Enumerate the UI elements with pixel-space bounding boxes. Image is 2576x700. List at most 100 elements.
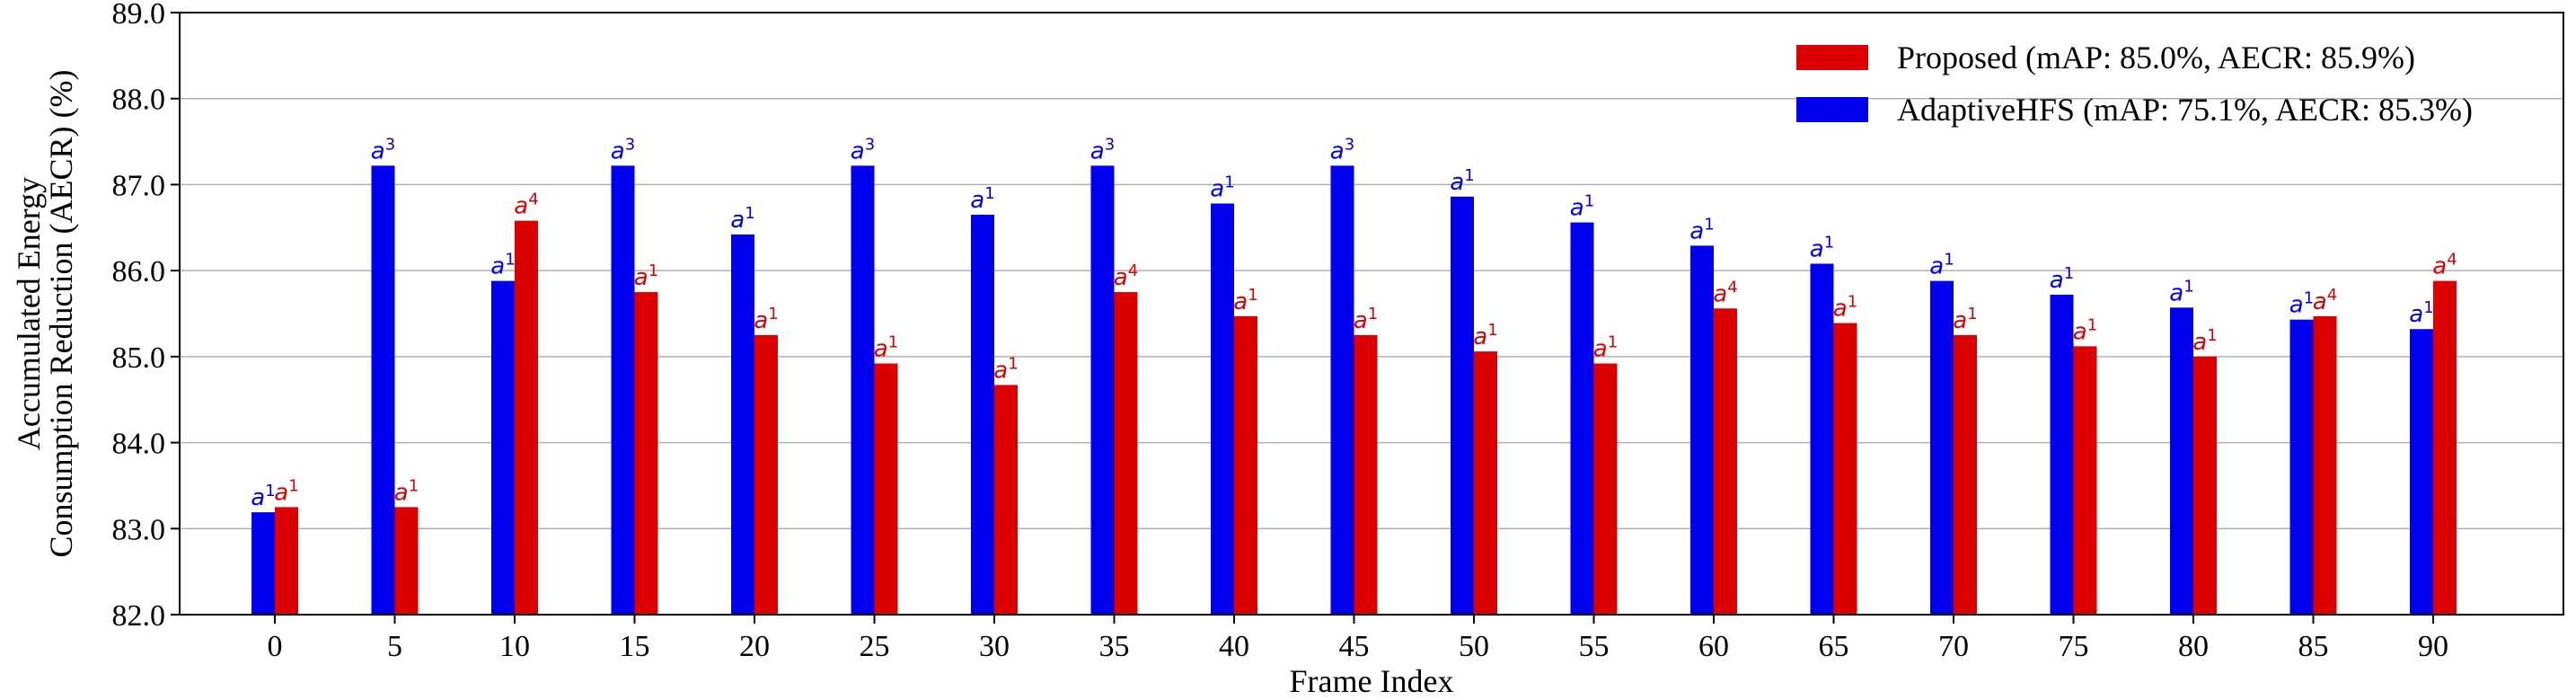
bar-proposed-15 xyxy=(634,292,658,615)
x-tick-label: 85 xyxy=(2298,630,2329,663)
bar-label-proposed-10: a4 xyxy=(514,191,538,220)
bar-label-adaptivehfs-45: a3 xyxy=(1330,135,1354,164)
bar-label-proposed-25: a1 xyxy=(874,333,898,363)
legend: Proposed (mAP: 85.0%, AECR: 85.9%) Adapt… xyxy=(1796,40,2473,128)
y-tick-label: 88.0 xyxy=(112,84,166,117)
bar-label-proposed-85: a4 xyxy=(2313,286,2337,315)
bar-label-adaptivehfs-60: a1 xyxy=(1689,215,1714,244)
y-tick-label: 89.0 xyxy=(112,0,166,31)
bar-label-adaptivehfs-55: a1 xyxy=(1570,192,1594,222)
bar-adaptivehfs-60 xyxy=(1690,245,1714,615)
bar-proposed-90 xyxy=(2433,280,2457,615)
bar-adaptivehfs-85 xyxy=(2289,319,2314,615)
x-tick-label: 40 xyxy=(1219,630,1249,663)
bar-adaptivehfs-15 xyxy=(611,165,635,615)
bar-label-adaptivehfs-50: a1 xyxy=(1450,166,1474,196)
bar-label-proposed-70: a1 xyxy=(1953,305,1977,334)
x-tick-label: 20 xyxy=(739,630,770,663)
y-tick-label: 82.0 xyxy=(112,599,166,633)
bar-adaptivehfs-20 xyxy=(731,234,754,615)
y-axis-title: Accumulated Energy Consumption Reduction… xyxy=(11,70,79,558)
bar-label-adaptivehfs-70: a1 xyxy=(1929,251,1954,280)
bar-adaptivehfs-35 xyxy=(1090,165,1115,615)
x-tick-label: 45 xyxy=(1339,630,1370,663)
x-axis-ticks: 0 5 10 15 20 25 30 35 40 45 50 55 60 65 70 75 80 85 90 xyxy=(268,615,2448,663)
bar-proposed-65 xyxy=(1833,323,1857,615)
x-tick-label: 10 xyxy=(499,630,530,663)
bar-adaptivehfs-0 xyxy=(251,512,275,615)
bar-proposed-25 xyxy=(874,363,898,615)
bar-labels: a1a3a1a3a1a3a1a3a1a3a1a1a1a1a1a1a1a1a1a1… xyxy=(251,135,2457,511)
x-tick-label: 25 xyxy=(860,630,890,663)
bar-label-adaptivehfs-25: a3 xyxy=(851,135,875,164)
bar-proposed-70 xyxy=(1954,334,1977,615)
bar-label-adaptivehfs-40: a1 xyxy=(1210,173,1234,202)
bar-adaptivehfs-80 xyxy=(2170,307,2193,615)
x-tick-label: 30 xyxy=(979,630,1010,663)
y-tick-label: 87.0 xyxy=(112,169,166,202)
bar-proposed-80 xyxy=(2193,356,2217,615)
x-tick-label: 60 xyxy=(1698,630,1729,663)
y-axis-title-line-1: Accumulated Energy xyxy=(11,177,47,450)
bar-proposed-45 xyxy=(1354,334,1378,615)
bar-adaptivehfs-90 xyxy=(2410,329,2433,615)
bar-label-adaptivehfs-10: a1 xyxy=(490,251,515,280)
bars xyxy=(251,165,2457,616)
x-tick-label: 50 xyxy=(1459,630,1489,663)
bar-adaptivehfs-5 xyxy=(371,165,395,615)
y-tick-label: 83.0 xyxy=(112,513,166,546)
bar-label-adaptivehfs-0: a1 xyxy=(251,482,275,511)
y-axis-title-line-2: Consumption Reduction (AECR) (%) xyxy=(43,70,79,558)
x-tick-label: 55 xyxy=(1579,630,1610,663)
bar-proposed-20 xyxy=(754,334,778,615)
bar-adaptivehfs-45 xyxy=(1330,165,1354,615)
bar-label-adaptivehfs-75: a1 xyxy=(2050,264,2074,294)
bar-label-proposed-50: a1 xyxy=(1473,321,1497,350)
bar-proposed-40 xyxy=(1234,315,1257,615)
legend-label-proposed: Proposed (mAP: 85.0%, AECR: 85.9%) xyxy=(1897,40,2415,75)
bar-label-proposed-15: a1 xyxy=(634,261,658,291)
bar-label-proposed-65: a1 xyxy=(1833,293,1857,323)
legend-label-adaptivehfs: AdaptiveHFS (mAP: 75.1%, AECR: 85.3%) xyxy=(1897,92,2473,128)
bar-adaptivehfs-70 xyxy=(1930,280,1954,615)
bar-adaptivehfs-75 xyxy=(2050,294,2074,615)
bar-label-proposed-45: a1 xyxy=(1354,305,1378,334)
bar-proposed-50 xyxy=(1474,351,1497,615)
bar-adaptivehfs-10 xyxy=(491,280,515,615)
bar-label-adaptivehfs-80: a1 xyxy=(2169,277,2193,306)
bar-proposed-55 xyxy=(1593,363,1618,615)
bar-label-adaptivehfs-15: a3 xyxy=(611,135,635,164)
x-tick-label: 35 xyxy=(1099,630,1130,663)
bar-label-proposed-20: a1 xyxy=(754,305,778,334)
bar-label-adaptivehfs-30: a1 xyxy=(970,184,994,214)
y-tick-label: 85.0 xyxy=(112,341,166,375)
bar-proposed-5 xyxy=(394,507,419,615)
bar-adaptivehfs-40 xyxy=(1211,203,1234,615)
bar-label-proposed-30: a1 xyxy=(993,354,1018,384)
x-tick-label: 70 xyxy=(1938,630,1969,663)
bar-label-adaptivehfs-5: a3 xyxy=(371,135,395,164)
bar-proposed-30 xyxy=(994,385,1018,615)
bar-label-proposed-55: a1 xyxy=(1593,333,1618,363)
y-tick-label: 84.0 xyxy=(112,428,166,461)
bar-proposed-0 xyxy=(275,507,298,615)
y-tick-label: 86.0 xyxy=(112,255,166,288)
bar-label-proposed-75: a1 xyxy=(2073,315,2097,345)
x-axis-title: Frame Index xyxy=(1290,663,1454,699)
y-axis-ticks: 82.0 83.0 84.0 85.0 86.0 87.0 88.0 89.0 xyxy=(112,0,180,633)
bar-label-adaptivehfs-90: a1 xyxy=(2409,298,2433,328)
bar-label-proposed-0: a1 xyxy=(274,476,298,506)
bar-label-adaptivehfs-85: a1 xyxy=(2289,289,2314,319)
bar-adaptivehfs-50 xyxy=(1451,196,1474,616)
bar-label-proposed-35: a4 xyxy=(1114,261,1138,291)
legend-swatch-adaptivehfs xyxy=(1796,97,1868,122)
bar-adaptivehfs-65 xyxy=(1810,263,1834,615)
x-tick-label: 5 xyxy=(387,630,402,663)
bar-label-adaptivehfs-65: a1 xyxy=(1810,233,1834,262)
bar-adaptivehfs-25 xyxy=(851,165,875,615)
x-tick-label: 75 xyxy=(2059,630,2089,663)
bar-adaptivehfs-55 xyxy=(1570,222,1594,616)
x-tick-label: 0 xyxy=(268,630,283,663)
bar-label-proposed-60: a4 xyxy=(1713,278,1737,307)
x-tick-label: 90 xyxy=(2418,630,2448,663)
